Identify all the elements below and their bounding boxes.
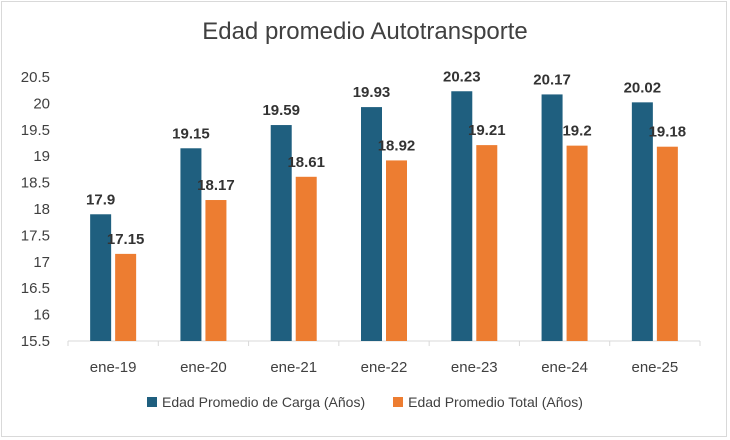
chart-legend: Edad Promedio de Carga (Años) Edad Prome… — [0, 394, 730, 410]
y-tick-label: 18 — [33, 201, 50, 218]
bar-carga — [90, 214, 112, 341]
y-tick-label: 18.5 — [21, 175, 50, 192]
legend-item-carga: Edad Promedio de Carga (Años) — [147, 394, 365, 410]
legend-swatch-total — [393, 397, 404, 407]
y-tick-label: 16 — [33, 307, 50, 324]
bar-total — [295, 176, 317, 341]
data-label: 19.59 — [262, 102, 300, 119]
data-label: 19.15 — [172, 125, 210, 142]
x-tick-label: ene-22 — [361, 359, 408, 376]
data-label: 17.9 — [86, 191, 115, 208]
x-tick-label: ene-25 — [631, 359, 678, 376]
data-label: 18.17 — [197, 177, 235, 194]
data-label: 20.02 — [624, 79, 662, 96]
bar-total — [476, 145, 498, 341]
data-label: 20.23 — [443, 68, 481, 85]
bar-carga — [631, 102, 653, 342]
y-tick-label: 17.5 — [21, 227, 50, 244]
data-label: 19.2 — [562, 123, 591, 140]
bar-carga — [270, 125, 292, 341]
x-tick-label: ene-23 — [451, 359, 498, 376]
bar-total — [566, 145, 588, 341]
data-label: 20.17 — [533, 71, 571, 88]
bar-carga — [361, 107, 382, 341]
bar-total — [386, 160, 407, 341]
data-label: 18.61 — [287, 154, 325, 171]
x-tick-label: ene-21 — [270, 359, 317, 376]
x-tick-label: ene-20 — [180, 359, 227, 376]
data-label: 19.21 — [468, 122, 506, 139]
y-tick-label: 20 — [33, 95, 50, 112]
x-tick-label: ene-19 — [90, 359, 137, 376]
bar-total — [205, 200, 227, 341]
legend-label-carga: Edad Promedio de Carga (Años) — [162, 394, 366, 410]
chart-title: Edad promedio Autotransporte — [202, 18, 528, 45]
y-tick-label: 17 — [33, 254, 50, 271]
data-label: 17.15 — [107, 231, 145, 248]
bar-total — [115, 253, 137, 341]
y-tick-label: 16.5 — [21, 280, 50, 297]
legend-label-total: Edad Promedio Total (Años) — [408, 394, 583, 410]
y-tick-label: 19.5 — [21, 122, 50, 139]
data-label: 19.93 — [353, 84, 391, 101]
legend-swatch-carga — [147, 397, 158, 407]
y-tick-label: 19 — [33, 148, 50, 165]
bar-total — [656, 146, 678, 341]
y-tick-label: 15.5 — [21, 333, 50, 350]
y-tick-label: 20.5 — [21, 69, 50, 86]
legend-item-total: Edad Promedio Total (Años) — [393, 394, 583, 410]
x-tick-label: ene-24 — [541, 359, 588, 376]
bar-carga — [180, 148, 202, 341]
data-label: 18.92 — [378, 137, 416, 154]
bar-carga — [451, 91, 473, 341]
data-label: 19.18 — [649, 124, 687, 141]
bar-carga — [541, 94, 563, 341]
